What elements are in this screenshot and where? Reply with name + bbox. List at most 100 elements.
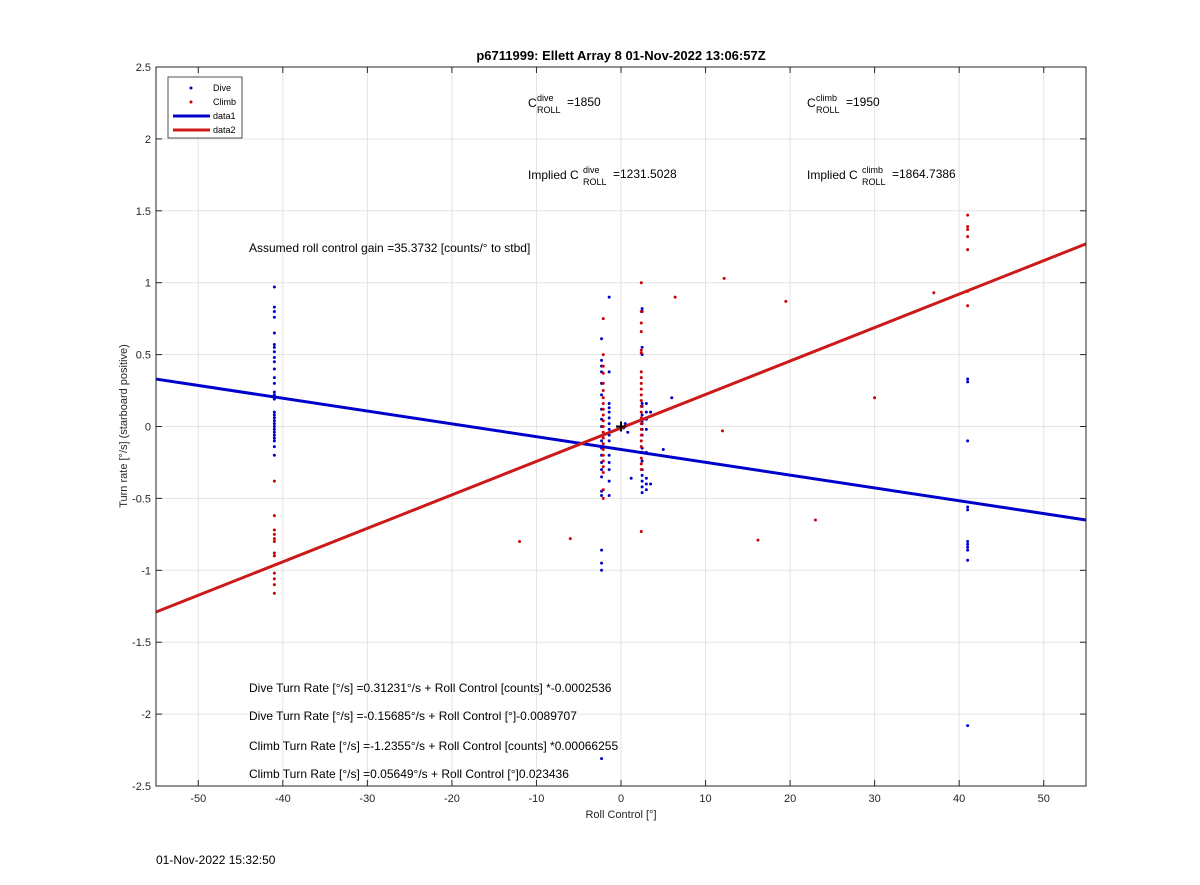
- data-point-dive: [607, 401, 611, 405]
- data-point-climb: [601, 381, 605, 385]
- data-point-dive: [272, 285, 276, 289]
- data-point-dive: [640, 473, 644, 477]
- legend-box: [167, 76, 243, 139]
- origin-marker: [616, 421, 626, 432]
- data-point-climb: [601, 496, 605, 500]
- data-point-dive: [272, 439, 276, 443]
- x-tick-label: 10: [699, 793, 711, 805]
- c-climb-prefix: C: [807, 96, 816, 110]
- data-point-dive: [640, 413, 644, 417]
- data-point-dive: [640, 479, 644, 483]
- data-point-climb: [639, 529, 643, 533]
- legend-entry-data2: data2: [173, 125, 236, 135]
- data-point-climb: [601, 448, 605, 452]
- data-point-climb: [784, 299, 788, 303]
- x-tick-label: -40: [275, 793, 291, 805]
- c-dive-prefix: C: [528, 96, 537, 110]
- data-point-dive: [607, 422, 611, 426]
- data-point-dive: [272, 376, 276, 380]
- data-point-dive: [966, 377, 970, 381]
- y-tick-label: -1: [141, 565, 151, 577]
- data-point-dive: [600, 494, 604, 498]
- fit-line-4: Climb Turn Rate [°/s] =0.05649°/s + Roll…: [249, 767, 569, 781]
- data-point-dive: [272, 381, 276, 385]
- data-point-dive: [661, 448, 665, 452]
- data-point-climb: [272, 514, 276, 518]
- data-point-dive: [644, 476, 648, 480]
- data-point-dive: [966, 439, 970, 443]
- data-point-climb: [639, 410, 643, 414]
- implied-climb-prefix: Implied C: [807, 168, 858, 182]
- data-point-climb: [272, 479, 276, 483]
- data-layer: [155, 213, 1087, 761]
- data-point-dive: [272, 309, 276, 313]
- data-point-climb: [966, 248, 970, 252]
- data-point-dive: [272, 367, 276, 371]
- legend-label-dive: Dive: [213, 83, 231, 93]
- data-point-dive: [640, 307, 644, 311]
- legend-dot-dive-icon: [189, 86, 193, 90]
- data-point-climb: [873, 396, 877, 400]
- data-point-dive: [966, 724, 970, 728]
- data-point-climb: [639, 348, 643, 352]
- data-point-dive: [272, 331, 276, 335]
- y-tick-label: -2.5: [132, 781, 151, 793]
- data-point-climb: [568, 537, 572, 541]
- data-point-dive: [600, 358, 604, 362]
- data-point-dive: [966, 545, 970, 549]
- data-point-dive: [607, 468, 611, 472]
- data-point-dive: [607, 427, 611, 431]
- data-point-dive: [600, 548, 604, 552]
- legend-label-data2: data2: [213, 125, 236, 135]
- data-point-climb: [639, 376, 643, 380]
- data-point-dive: [607, 453, 611, 457]
- data-point-dive: [966, 508, 970, 512]
- data-point-climb: [639, 456, 643, 460]
- data-point-climb: [601, 425, 605, 428]
- data-point-climb: [639, 370, 643, 374]
- data-point-dive: [670, 396, 674, 400]
- data-point-climb: [272, 577, 276, 581]
- data-point-dive: [607, 406, 611, 410]
- data-point-dive: [272, 416, 276, 420]
- data-point-climb: [272, 540, 276, 544]
- data-point-dive: [272, 360, 276, 364]
- data-point-climb: [720, 429, 724, 433]
- legend: Dive Climb data1 data2: [167, 76, 243, 139]
- data-point-climb: [932, 291, 936, 295]
- axis-ticks: -50 -40 -30 -20 -10 0 10 20 30 40 50-2.5-2-1.5-1-0…: [132, 62, 1086, 805]
- x-tick-label: 0: [618, 793, 624, 805]
- data-point-dive: [600, 568, 604, 572]
- y-tick-label: 0.5: [136, 350, 151, 362]
- data-point-dive: [272, 355, 276, 359]
- data-point-dive: [644, 488, 648, 492]
- annotation-implied-climb: Implied C climb ROLL =1864.7386: [807, 165, 956, 187]
- x-tick-label: -30: [359, 793, 375, 805]
- annotation-implied-dive: Implied C dive ROLL =1231.5028: [528, 165, 677, 187]
- data-point-dive: [644, 410, 648, 414]
- data-point-climb: [272, 551, 276, 555]
- data-point-climb: [813, 518, 817, 522]
- data-point-dive: [640, 345, 644, 349]
- c-climb-sub: ROLL: [816, 105, 840, 115]
- data-point-climb: [518, 540, 522, 544]
- data-point-climb: [601, 396, 605, 400]
- legend-label-data1: data1: [213, 111, 236, 121]
- data-point-climb: [639, 351, 643, 355]
- data-point-dive: [272, 343, 276, 347]
- fit-line-1: Dive Turn Rate [°/s] =0.31231°/s + Roll …: [249, 681, 612, 695]
- y-tick-label: 0: [145, 422, 151, 434]
- data-point-dive: [272, 436, 276, 440]
- data-point-climb: [639, 393, 643, 397]
- data-point-climb: [966, 304, 970, 308]
- fit-line-2: Dive Turn Rate [°/s] =-0.15685°/s + Roll…: [249, 709, 577, 723]
- data-point-dive: [600, 468, 604, 472]
- data-point-dive: [272, 427, 276, 431]
- c-dive-sup: dive: [537, 93, 554, 103]
- data-point-dive: [272, 345, 276, 349]
- data-point-climb: [639, 427, 643, 431]
- data-point-climb: [639, 439, 643, 443]
- data-point-climb: [272, 571, 276, 575]
- y-tick-label: -1.5: [132, 637, 151, 649]
- data-point-climb: [639, 330, 643, 334]
